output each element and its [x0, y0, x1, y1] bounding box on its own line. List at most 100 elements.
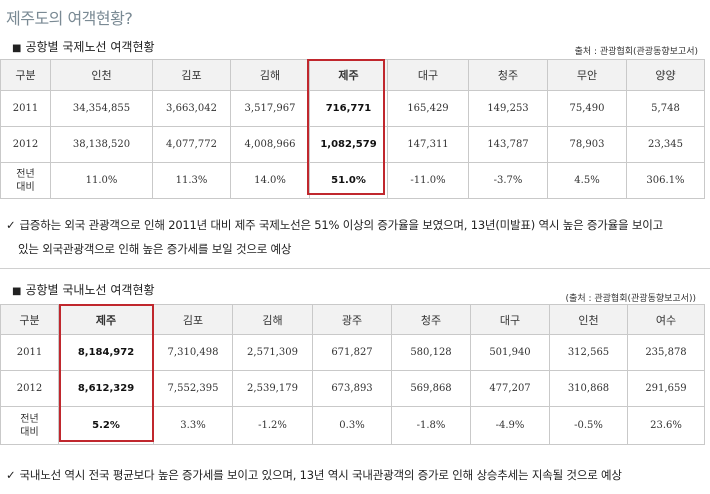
column-header: 대구	[387, 59, 469, 91]
table-cell: 147,311	[387, 126, 469, 163]
intl-note-line2: 있는 외국관광객으로 인해 높은 증가세를 보일 것으로 예상	[18, 242, 292, 256]
section-divider	[0, 268, 710, 269]
table-cell: 34,354,855	[50, 90, 153, 127]
check-icon: ✓	[6, 468, 16, 482]
table-cell: -3.7%	[468, 162, 548, 199]
table-cell: 143,787	[468, 126, 548, 163]
row-label: 전년 대비	[0, 406, 59, 445]
intl-section-heading: ■ 공항별 국제노선 여객현황	[12, 38, 155, 55]
table-cell: 671,827	[312, 334, 392, 371]
column-header: 김포	[153, 304, 233, 335]
square-bullet-icon: ■	[12, 43, 22, 54]
table-cell: 7,310,498	[153, 334, 233, 371]
table-cell-jeju: 51.0%	[309, 162, 388, 199]
intl-note: ✓ 급증하는 외국 관광객으로 인해 2011년 대비 제주 국제노선은 51% …	[6, 213, 663, 261]
table-cell: 580,128	[391, 334, 471, 371]
table-cell: 673,893	[312, 370, 392, 407]
column-header-jeju: 제주	[58, 304, 154, 335]
table-cell: 5,748	[626, 90, 705, 127]
column-header: 김해	[232, 304, 313, 335]
table-cell: 0.3%	[312, 406, 392, 445]
table-cell: 23.6%	[627, 406, 705, 445]
table-cell: 3.3%	[153, 406, 233, 445]
row-label: 2011	[0, 334, 59, 371]
row-label-line: 대비	[16, 181, 35, 193]
row-label-line: 전년	[20, 413, 39, 425]
row-label: 2012	[0, 126, 51, 163]
row-label-line: 전년	[16, 168, 35, 180]
table-row: 전년 대비 5.2% 3.3% -1.2% 0.3% -1.8% -4.9% -0…	[0, 406, 705, 445]
table-cell: -1.8%	[391, 406, 471, 445]
row-label: 전년 대비	[0, 162, 51, 199]
table-cell-jeju: 5.2%	[58, 406, 154, 445]
table-row: 전년 대비 11.0% 11.3% 14.0% 51.0% -11.0% -3.7…	[0, 162, 705, 199]
table-cell: 38,138,520	[50, 126, 153, 163]
table-cell: 78,903	[547, 126, 627, 163]
domestic-table: 구분 제주 김포 김해 광주 청주 대구 인천 여수 2011 8,184,97…	[0, 304, 705, 445]
table-cell-jeju: 8,184,972	[58, 334, 154, 371]
page-title: 제주도의 여객현황?	[6, 9, 133, 28]
table-cell: 501,940	[470, 334, 550, 371]
table-cell: 291,659	[627, 370, 705, 407]
table-cell-jeju: 1,082,579	[309, 126, 388, 163]
intl-table: 구분 인천 김포 김해 제주 대구 청주 무안 양양 2011 34,354,8…	[0, 59, 705, 199]
check-icon: ✓	[6, 218, 16, 232]
table-cell: 3,517,967	[230, 90, 310, 127]
table-row: 2012 38,138,520 4,077,772 4,008,966 1,08…	[0, 126, 705, 163]
table-cell: 165,429	[387, 90, 469, 127]
domestic-header-row: 구분 제주 김포 김해 광주 청주 대구 인천 여수	[0, 304, 705, 335]
table-cell: 477,207	[470, 370, 550, 407]
table-cell: 306.1%	[626, 162, 705, 199]
column-header: 김포	[152, 59, 231, 91]
domestic-section-heading: ■ 공항별 국내노선 여객현황	[12, 281, 155, 298]
domestic-note: ✓ 국내노선 역시 전국 평균보다 높은 증가세를 보이고 있으며, 13년 역시…	[6, 463, 622, 487]
column-header: 구분	[0, 59, 51, 91]
column-header: 광주	[312, 304, 392, 335]
domestic-source-note: (출처 : 관광협회(관광동향보고서))	[565, 294, 696, 304]
table-cell-jeju: 8,612,329	[58, 370, 154, 407]
column-header: 구분	[0, 304, 59, 335]
table-cell: 569,868	[391, 370, 471, 407]
table-cell: 4.5%	[547, 162, 627, 199]
column-header: 양양	[626, 59, 705, 91]
intl-header-row: 구분 인천 김포 김해 제주 대구 청주 무안 양양	[0, 59, 705, 91]
table-cell: 149,253	[468, 90, 548, 127]
domestic-note-text: 국내노선 역시 전국 평균보다 높은 증가세를 보이고 있으며, 13년 역시 …	[19, 468, 622, 482]
row-label: 2011	[0, 90, 51, 127]
column-header: 청주	[391, 304, 471, 335]
column-header: 김해	[230, 59, 310, 91]
table-cell-jeju: 716,771	[309, 90, 388, 127]
table-cell: -0.5%	[549, 406, 628, 445]
table-cell: 11.0%	[50, 162, 153, 199]
intl-note-line1: 급증하는 외국 관광객으로 인해 2011년 대비 제주 국제노선은 51% 이…	[19, 218, 664, 232]
column-header: 여수	[627, 304, 705, 335]
table-cell: 4,077,772	[152, 126, 231, 163]
table-cell: 2,571,309	[232, 334, 313, 371]
square-bullet-icon: ■	[12, 286, 22, 297]
table-cell: -1.2%	[232, 406, 313, 445]
row-label: 2012	[0, 370, 59, 407]
table-row: 2012 8,612,329 7,552,395 2,539,179 673,8…	[0, 370, 705, 407]
table-cell: 235,878	[627, 334, 705, 371]
table-cell: 310,868	[549, 370, 628, 407]
table-cell: 7,552,395	[153, 370, 233, 407]
column-header-jeju: 제주	[309, 59, 388, 91]
table-cell: 2,539,179	[232, 370, 313, 407]
table-cell: -4.9%	[470, 406, 550, 445]
domestic-heading-text: 공항별 국내노선 여객현황	[25, 283, 155, 297]
table-cell: 14.0%	[230, 162, 310, 199]
table-cell: 23,345	[626, 126, 705, 163]
table-cell: 75,490	[547, 90, 627, 127]
table-cell: 3,663,042	[152, 90, 231, 127]
intl-source-note: 출처 : 관광협회(관광동향보고서)	[574, 47, 698, 57]
table-row: 2011 8,184,972 7,310,498 2,571,309 671,8…	[0, 334, 705, 371]
table-row: 2011 34,354,855 3,663,042 3,517,967 716,…	[0, 90, 705, 127]
column-header: 대구	[470, 304, 550, 335]
column-header: 무안	[547, 59, 627, 91]
table-cell: 312,565	[549, 334, 628, 371]
row-label-line: 대비	[20, 426, 39, 438]
table-cell: -11.0%	[387, 162, 469, 199]
intl-heading-text: 공항별 국제노선 여객현황	[25, 40, 155, 54]
table-cell: 4,008,966	[230, 126, 310, 163]
column-header: 인천	[50, 59, 153, 91]
